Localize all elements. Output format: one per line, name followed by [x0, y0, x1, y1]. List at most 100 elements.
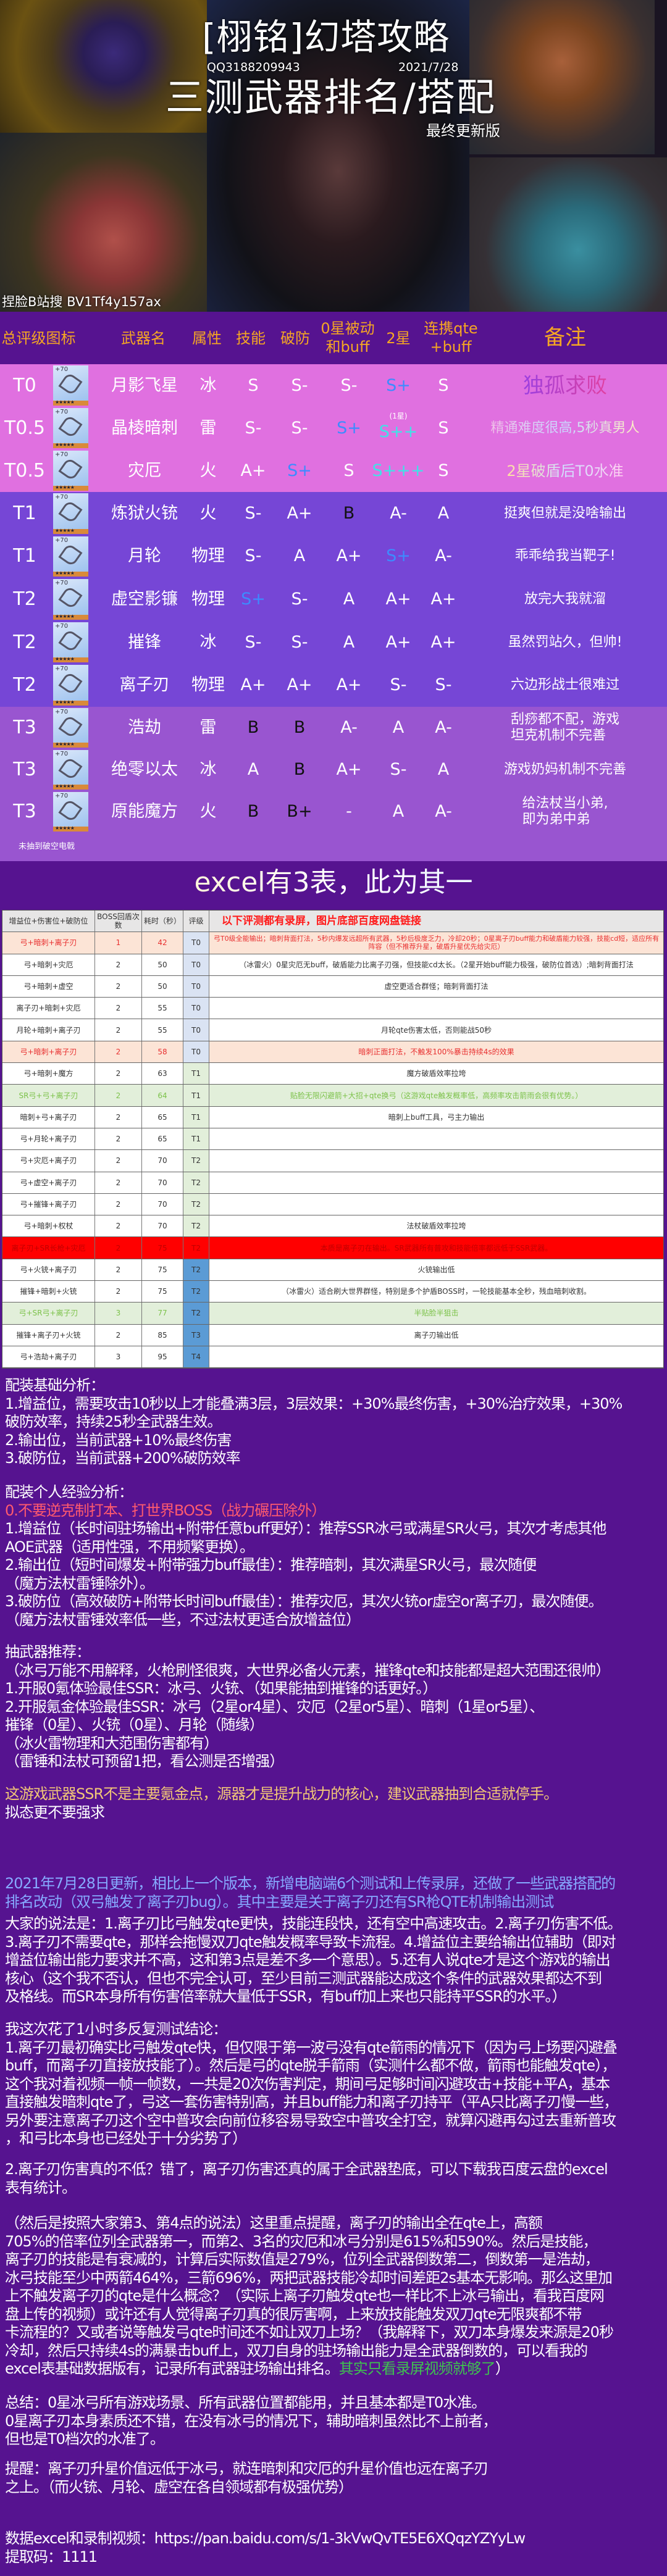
excel-cell-shield: 2: [95, 1281, 142, 1303]
text-line: 冰弓技能至少中两箭464%，三箭696%，两把武器技能冷却时间差距2s基本无影响…: [5, 2269, 665, 2288]
excel-cell-rating: T3: [183, 1324, 209, 1346]
page-title: [栩铭]幻塔攻略: [202, 16, 450, 58]
excel-row: 月轮+暗刺+离子刃 2 55 T0 月轮qte伤害太低，否则能战50秒: [2, 1019, 663, 1041]
excel-cell-note: （冰雷火）适合刷大世界群怪，特别是多个护盾BOSS时，一轮技能基本全秒，残血暗刺…: [282, 1287, 591, 1296]
excel-cell-rating: T2: [183, 1303, 209, 1324]
weapon-name: 原能魔方: [111, 802, 178, 821]
grade-zero: A: [343, 621, 354, 664]
excel-cell-combo: 摧锋+暗刺+火铳: [2, 1281, 95, 1303]
weapon-glyph: [58, 798, 83, 823]
text-line: 核心（这个我不否认，但也不完全认可，至少目前三测武器能达成这个条件的武器效果都达…: [5, 1970, 665, 1988]
rarity-stars-icon: ★★★★★: [55, 570, 75, 577]
excel-cell-shield: 3: [95, 1346, 142, 1368]
excel-cell-rating: T0: [183, 954, 209, 975]
text-segment: 其实只看录屏视频就够了: [338, 2360, 496, 2377]
dual-blade-icon: +70 ★★★★★: [53, 408, 88, 448]
grade-value: S-: [435, 675, 452, 695]
excel-row: 弓+暗刺+虚空 2 50 T0 虚空更适合群怪；暗刺背面打法: [2, 975, 663, 998]
character-portrait-blonde-hair: [469, 0, 655, 154]
weapon-row: T2 +70 ★★★★★ 虚空影镰 物理 S+ S- A A+ A+ 放完大我就溜: [0, 578, 667, 621]
section-conclusion1: 我这次花了1小时多反复测试结论： 1.离子刃最初确实比弓触发qte快，但仅限于第一…: [5, 2020, 665, 2148]
grade-value: B: [293, 760, 306, 779]
excel-cell-rating: T1: [183, 1085, 209, 1106]
text-line: 我这次花了1小时多反复测试结论：: [5, 2020, 665, 2039]
grade-value: A: [343, 589, 355, 609]
grade-value: A+: [336, 546, 362, 566]
weapon-glyph: [58, 756, 83, 781]
weapon-glyph: [58, 628, 83, 653]
text-segment: 这个我对着视频一帧一帧数，一共是20次伤害判定，期间弓足够时间闪避攻击+技能+平…: [5, 2075, 610, 2093]
weapon-row: T0.5 +70 ★★★★★ 灾厄 火 A+ S+ S S+++ S 2星破盾后T0水准: [0, 449, 667, 492]
excel-cell-combo: 弓+浩劫+离子刃: [2, 1346, 95, 1368]
text-segment: 3.破防位，当前武器+200%破防效率: [5, 1449, 241, 1467]
grade-zero: A+: [336, 535, 361, 578]
excel-cell-rating: T1: [183, 1128, 209, 1150]
excel-cell-note: [209, 998, 663, 1019]
text-segment: buff，而离子刃直接放技能了）。然后是弓的qte脱手箭雨（实测什么都不做，箭雨…: [5, 2057, 616, 2074]
grade-zero: B: [343, 492, 355, 535]
weapon-table-footnote: 未抽到破空电戟: [19, 842, 75, 851]
text-segment: 及格线。而SR本身所有伤害倍率就大量低于SSR，有buff加上来也只能持平SSR…: [5, 1988, 567, 2005]
rarity-stars-icon: ★★★★★: [55, 825, 75, 831]
text-segment: 冷却，然后只持续4s的满暴击buff上，双刀自身的驻场输出能力是全武器倒数的，可…: [5, 2341, 588, 2359]
excel-cell-rating: T2: [183, 1215, 209, 1237]
excel-cell-shield: 2: [95, 1019, 142, 1041]
weapon-glyph: [58, 585, 83, 610]
weapon-attribute: 冰: [199, 760, 217, 779]
text-line: 配装个人经验分析：: [5, 1483, 665, 1502]
grade-skill: S+: [241, 578, 266, 621]
text-line: 1.离子刃最初确实比弓触发qte快，但仅限于第一波弓没有qte箭雨的情况下（因为…: [5, 2039, 665, 2057]
weapon-table-footer: [0, 833, 667, 861]
grade-value: A+: [385, 589, 411, 609]
text-line: （然后是按照大家第3、第4点的说法）这里重点提醒，离子刃的输出全在qte上，高额: [5, 2214, 665, 2233]
excel-cell-shield: 2: [95, 1041, 142, 1063]
text-line: 2.输出位，当前武器+10%最终伤害: [5, 1432, 665, 1450]
grade-two: S++ (1星): [379, 407, 417, 449]
grade-value: S-: [245, 503, 262, 523]
header-attr: 属性: [192, 330, 222, 347]
text-segment: 2.输出位，当前武器+10%最终伤害: [5, 1431, 232, 1449]
excel-cell-note: 火铳输出低: [417, 1265, 455, 1274]
weapon-attribute: 物理: [191, 546, 225, 566]
excel-cell-rating: T0: [183, 1019, 209, 1041]
weapon-note-line: 挺爽但就是没啥输出: [503, 505, 627, 521]
grade-value: A-: [435, 802, 452, 821]
excel-cell-time: 50: [142, 975, 183, 998]
tier-label: T0: [13, 374, 36, 396]
grade-skill: S-: [245, 535, 262, 578]
excel-cell-rating: T0: [183, 932, 209, 954]
grade-note: (1星): [389, 411, 408, 420]
grade-zero: -: [346, 791, 352, 833]
text-segment: 705%的倍率位列全武器第一，而第2、3名的灾厄和冰弓分别是615%和590%。…: [5, 2232, 597, 2250]
weapon-level: +70: [55, 366, 69, 373]
character-portrait-red-hair: [0, 133, 207, 312]
grade-value: A: [437, 503, 450, 523]
rarity-stars-icon: ★★★★★: [55, 699, 75, 705]
excel-cell-time: 55: [142, 998, 183, 1019]
excel-row: 弓+月轮+离子刃 2 65 T1: [2, 1128, 663, 1151]
excel-row: 摧锋+暗刺+火铳 2 75 T2 （冰雷火）适合刷大世界群怪，特别是多个护盾BOSS时，…: [2, 1281, 663, 1303]
weapon-row: T3 +70 ★★★★★ 绝零以太 冰 A B A+ S- A 游戏奶妈机制不完善: [0, 749, 667, 791]
excel-cell-combo: 暗刺+弓+离子刃: [2, 1106, 95, 1128]
grade-skill: A+: [240, 449, 266, 492]
excel-cell-shield: 3: [95, 1303, 142, 1324]
text-line: 但也是T0档次的水准了。: [5, 2430, 665, 2449]
excel-cell-time: 63: [142, 1063, 183, 1085]
grade-value: S+: [287, 461, 312, 480]
tier-label: T0.5: [4, 417, 46, 439]
excel-row: SR弓+弓+离子刃 2 64 T1 贴脸无限闪避箭+大招+qte换弓（这游戏qte触发概…: [2, 1085, 663, 1107]
weapon-level: +70: [55, 665, 69, 673]
rarity-stars-icon: ★★★★★: [55, 741, 75, 747]
excel-row: 离子刃+暗刺+灾厄 2 55 T0: [2, 998, 663, 1020]
grade-two: A: [393, 791, 404, 833]
excel-cell-combo: 弓+暗刺+权杖: [2, 1215, 95, 1237]
excel-cell-note: [209, 1128, 663, 1149]
text-line: 另外要注意离子刃这个空中普攻会向前位移容易导致空中普攻全打空，就算闪避再勾过去重…: [5, 2112, 665, 2130]
weapon-attribute: 冰: [199, 632, 217, 652]
excel-section-band: [0, 861, 667, 911]
excel-cell-rating: T2: [183, 1193, 209, 1215]
weapon-level: +70: [55, 536, 69, 544]
weapon-note: 精通难度很高,5秒真男人: [491, 407, 640, 449]
rarity-stars-icon: ★★★★★: [55, 399, 75, 405]
tier-label: T2: [13, 588, 36, 610]
